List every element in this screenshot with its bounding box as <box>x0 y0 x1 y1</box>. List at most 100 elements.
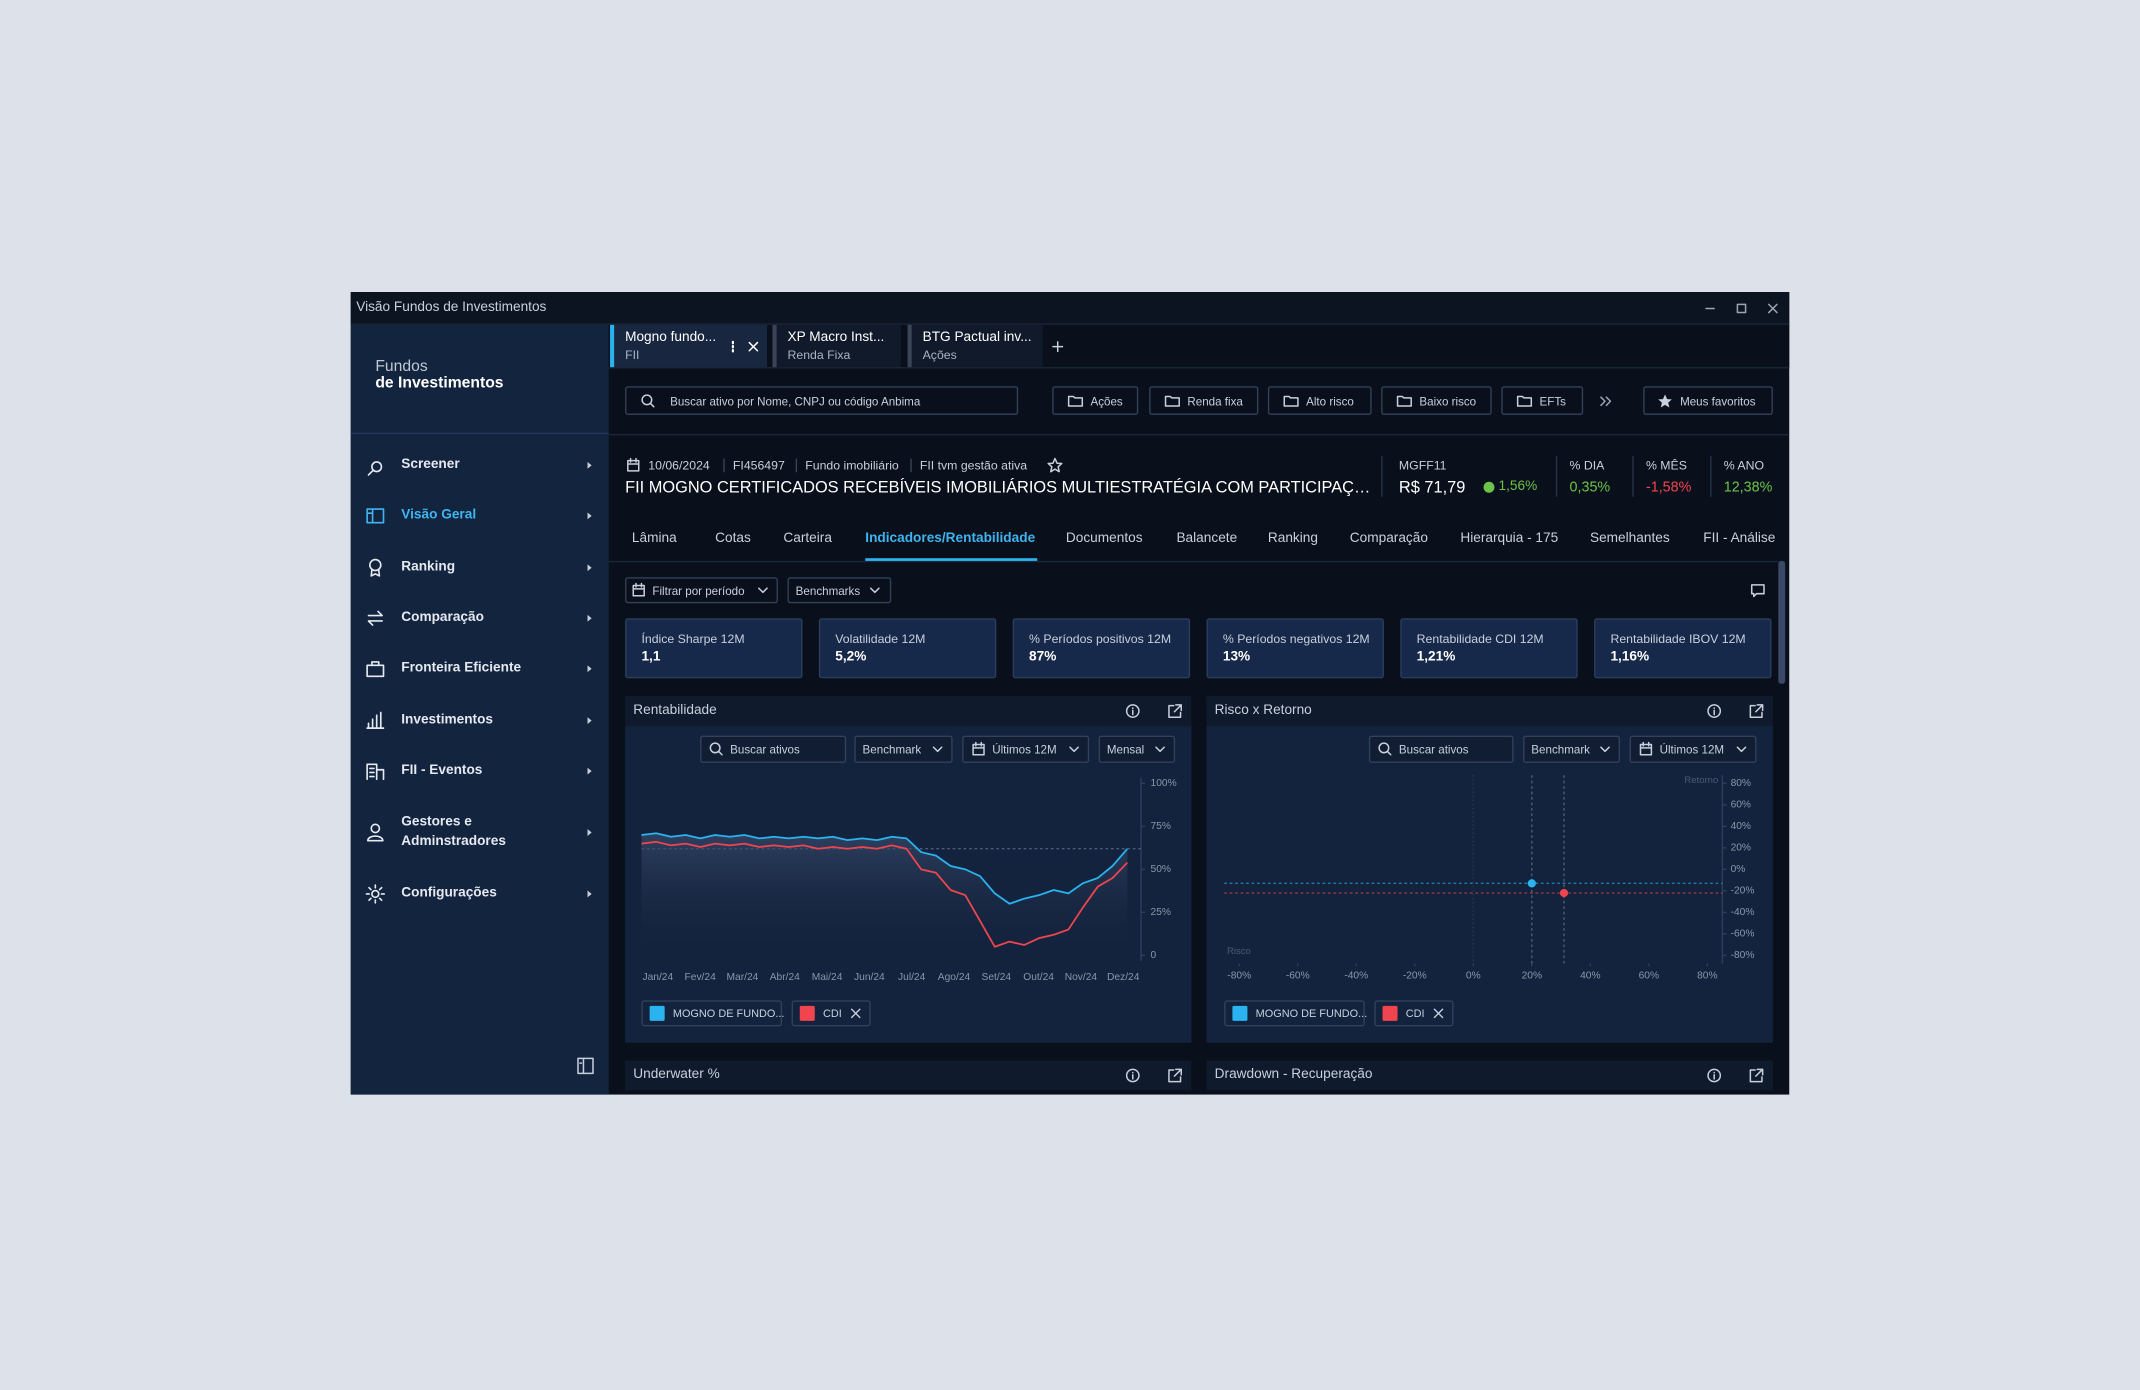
kpi-card <box>1206 618 1384 679</box>
panel-header <box>625 1060 1192 1091</box>
nav-item[interactable]: Documentos <box>1065 530 1143 546</box>
nav-item[interactable]: Balancete <box>1176 530 1238 546</box>
panel-control-label: Buscar ativos <box>730 742 800 757</box>
benchmarks-button[interactable] <box>787 577 892 604</box>
fund-ticker: MGFF11 <box>1398 458 1447 473</box>
legend-label: CDI <box>1405 1006 1425 1019</box>
stat-value: 12,38% <box>1723 479 1773 496</box>
nav-item[interactable]: Cotas <box>715 530 751 546</box>
panel-control[interactable] <box>700 735 847 763</box>
legend-label: MOGNO DE FUNDO... <box>672 1006 785 1019</box>
filter-chip[interactable] <box>1149 386 1259 415</box>
tab-subtitle: Ações <box>922 348 957 362</box>
sidebar-item[interactable]: Screener <box>401 457 460 473</box>
kpi-value: 5,2% <box>835 649 867 665</box>
period-label: Filtrar por período <box>652 583 745 598</box>
kpi-label: Rentabilidade IBOV 12M <box>1610 631 1746 646</box>
scrollbar <box>1778 560 1786 684</box>
stat-value: -1,58% <box>1645 479 1692 496</box>
kpi-card <box>1012 618 1191 679</box>
tab[interactable] <box>772 324 901 368</box>
panel-title: Underwater % <box>633 1067 720 1083</box>
filter-label: Renda fixa <box>1187 394 1243 409</box>
sidebar-item[interactable]: Visão Geral <box>401 507 477 523</box>
nav-border <box>608 560 1779 563</box>
kpi-value: 1,21% <box>1416 649 1456 665</box>
panel-control[interactable] <box>854 735 953 763</box>
legend-chip[interactable] <box>641 1000 783 1027</box>
panel-control-label: Últimos 12M <box>992 742 1057 757</box>
favorites-label: Meus favoritos <box>1680 394 1756 409</box>
fund-management: FII tvm gestão ativa <box>919 458 1028 473</box>
tab[interactable] <box>907 324 1043 368</box>
filter-label: Ações <box>1090 394 1123 409</box>
kpi-value: 13% <box>1222 649 1251 665</box>
kpi-label: Volatilidade 12M <box>835 631 926 646</box>
sidebar-item[interactable]: Configurações <box>401 885 497 901</box>
stat-separator <box>1381 455 1383 497</box>
stat-value: 0,35% <box>1569 479 1611 496</box>
sidebar-divider <box>350 432 609 435</box>
stat-separator <box>1710 455 1712 497</box>
sidebar-item[interactable]: Investimentos <box>401 712 494 728</box>
fund-name: FII MOGNO CERTIFICADOS RECEBÍVEIS IMOBIL… <box>625 477 1373 497</box>
sidebar-item[interactable]: Fronteira Eficiente <box>401 660 522 676</box>
kpi-value: 1,1 <box>641 649 661 665</box>
legend-chip[interactable] <box>1224 1000 1365 1027</box>
kpi-card <box>818 618 997 679</box>
kpi-label: Rentabilidade CDI 12M <box>1416 631 1544 646</box>
kpi-value: 87% <box>1029 649 1057 665</box>
panel-header <box>1206 696 1773 727</box>
kpi-card <box>1594 618 1772 679</box>
fund-code: FI456497 <box>732 458 785 473</box>
meta-separator <box>910 458 912 473</box>
panel-title: Drawdown - Recuperação <box>1214 1067 1373 1083</box>
title-bar <box>350 292 1790 325</box>
fund-date: 10/06/2024 <box>648 458 710 473</box>
nav-item[interactable]: Carteira <box>783 530 832 546</box>
legend-label: CDI <box>822 1006 842 1019</box>
filter-label: Alto risco <box>1306 394 1354 409</box>
fund-price: R$ 71,79 <box>1398 477 1466 497</box>
filter-chip[interactable] <box>1381 386 1492 415</box>
tab-title: BTG Pactual inv... <box>922 330 1032 346</box>
sidebar-item[interactable]: Gestores e Adminstradores <box>401 814 506 849</box>
tab[interactable] <box>610 324 768 368</box>
nav-underline <box>865 558 1038 561</box>
legend-chip[interactable] <box>1374 1000 1454 1027</box>
filter-chip[interactable] <box>1501 386 1584 415</box>
sidebar-item[interactable]: FII - Eventos <box>401 762 483 778</box>
kpi-card <box>1400 618 1578 679</box>
stat-separator <box>1632 455 1634 497</box>
search-box[interactable] <box>625 386 1019 415</box>
panel-control[interactable] <box>1368 735 1514 763</box>
nav-item[interactable]: Indicadores/Rentabilidade <box>865 530 1036 546</box>
nav-item[interactable]: Lâmina <box>631 530 677 546</box>
filter-chip[interactable] <box>1052 386 1139 415</box>
tab-title: XP Macro Inst... <box>787 330 885 346</box>
kpi-label: % Períodos positivos 12M <box>1029 631 1172 646</box>
kpi-card <box>625 618 803 679</box>
nav-item[interactable]: Semelhantes <box>1589 530 1670 546</box>
panel-control-label: Mensal <box>1106 742 1145 757</box>
brand-line1: Fundos <box>375 358 428 376</box>
divider <box>608 434 1790 436</box>
sidebar-item[interactable]: Ranking <box>401 559 456 575</box>
panel-title: Risco x Retorno <box>1214 702 1312 718</box>
tab-title: Mogno fundo... <box>625 330 717 346</box>
period-button[interactable] <box>625 577 778 604</box>
legend-chip[interactable] <box>791 1000 871 1027</box>
filter-chip[interactable] <box>1267 386 1372 415</box>
stat-label: % ANO <box>1723 458 1765 473</box>
fund-category: Fundo imobiliário <box>805 458 899 473</box>
panel-body <box>1206 726 1773 1043</box>
sidebar <box>350 324 609 1095</box>
nav-item[interactable]: Ranking <box>1267 530 1318 546</box>
nav-item[interactable]: Hierarquia - 175 <box>1460 530 1559 546</box>
nav-item[interactable]: FII - Análise <box>1703 530 1776 546</box>
favorites-button[interactable] <box>1643 386 1773 415</box>
stat-label: % MÊS <box>1645 458 1687 473</box>
nav-item[interactable]: Comparação <box>1349 530 1428 546</box>
panel-control-label: Últimos 12M <box>1659 742 1725 757</box>
sidebar-item[interactable]: Comparação <box>401 610 484 626</box>
